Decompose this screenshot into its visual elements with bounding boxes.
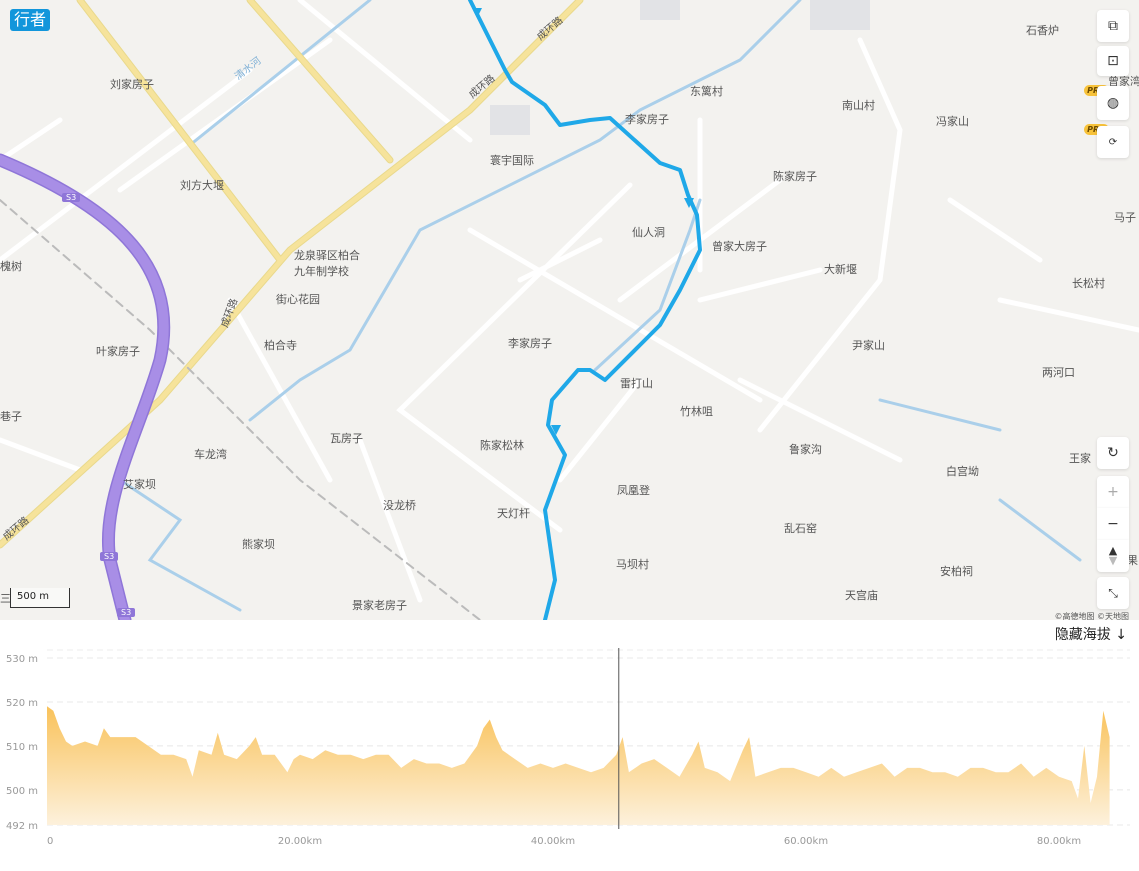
place-label: 景家老房子 [352, 599, 407, 612]
place-label: 王家 [1069, 452, 1091, 465]
pro-badge: PRO [1084, 124, 1109, 135]
place-label: 两河口 [1042, 366, 1075, 379]
place-label: 果 [1127, 554, 1138, 567]
minus-icon: − [1107, 516, 1119, 532]
elevation-panel: 隐藏海拔 ↓ 530 m 520 m 510 m 500 m 492 m 0 20.00km… [0, 620, 1139, 867]
zoom-in-button[interactable]: + [1097, 476, 1129, 508]
y-tick-label: 530 m [6, 654, 38, 665]
credit-amap: ©高德地图 [1054, 612, 1095, 620]
compass-button[interactable]: ▲ ▼ [1097, 540, 1129, 572]
x-tick-label: 40.00km [531, 836, 575, 847]
place-label: 仙人洞 [632, 226, 665, 239]
place-label: 石香炉 [1026, 24, 1059, 37]
place-label: 槐树 [0, 260, 22, 273]
elevation-chart[interactable]: 530 m 520 m 510 m 500 m 492 m 0 20.00km 40.00km… [0, 620, 1139, 867]
place-label: 李家房子 [508, 337, 552, 350]
place-label: 天宫庙 [845, 589, 878, 602]
plus-icon: + [1107, 484, 1119, 500]
reset-rotation-button[interactable]: ↻ [1097, 437, 1129, 469]
place-label: 曾家湾 [1108, 75, 1139, 88]
place-label: 柏合寺 [264, 339, 297, 352]
y-tick-label: 520 m [6, 698, 38, 709]
reset-rotation-icon: ↻ [1107, 445, 1119, 461]
map-canvas [0, 0, 1139, 620]
map-credits: ©高德地图 ©天地图 [1054, 611, 1129, 620]
place-label: 安柏祠 [940, 565, 973, 578]
x-tick-label: 80.00km [1037, 836, 1081, 847]
layers-button[interactable]: ⧉ [1097, 10, 1129, 42]
y-tick-label: 510 m [6, 742, 38, 753]
place-label: 叶家房子 [96, 345, 140, 358]
y-tick-label: 500 m [6, 786, 38, 797]
place-label: 瓦房子 [330, 432, 363, 445]
route-direction-arrows [472, 8, 694, 435]
place-label: 冯家山 [936, 115, 969, 128]
expressway-shield: S3 [100, 552, 119, 561]
feedback-icon: ⊡ [1107, 53, 1119, 69]
place-label: 白宫坳 [946, 465, 979, 478]
place-label: 竹林咀 [680, 405, 713, 418]
globe-icon: ◍ [1106, 95, 1120, 111]
place-label: 刘方大堰 [180, 179, 224, 192]
place-label: 马子 [1114, 211, 1136, 224]
3d-rotate-icon: ⟳ [1108, 136, 1118, 148]
globe-button[interactable]: ◍ [1097, 86, 1129, 120]
collapse-icon: ⤡ [1108, 585, 1118, 600]
place-label: 三 [0, 592, 11, 605]
place-label: 寰宇国际 [490, 154, 534, 167]
place-label: 陈家松林 [480, 439, 524, 452]
place-label: 熊家坝 [242, 538, 275, 551]
place-label: 没龙桥 [383, 499, 416, 512]
place-label: 南山村 [842, 99, 875, 112]
place-label: 马坝村 [616, 558, 649, 571]
pro-badge: PRO [1084, 85, 1109, 96]
3d-view-button[interactable]: ⟳ [1097, 126, 1129, 158]
place-label: 鲁家沟 [789, 443, 822, 456]
place-label: 东篱村 [690, 85, 723, 98]
scale-bar: 500 m [10, 588, 70, 608]
compass-icon: ▲ ▼ [1108, 544, 1118, 567]
feedback-button[interactable]: ⊡ [1097, 46, 1129, 76]
x-tick-label: 60.00km [784, 836, 828, 847]
place-label: 车龙湾 [194, 448, 227, 461]
place-label: 龙泉驿区柏合 [294, 249, 360, 262]
fullscreen-button[interactable]: ⤡ [1097, 577, 1129, 609]
place-label: 艾家坝 [123, 478, 156, 491]
place-label: 乱石窑 [784, 522, 817, 535]
x-tick-label: 20.00km [278, 836, 322, 847]
place-label: 大新堰 [824, 263, 857, 276]
expressway-shield: S3 [117, 608, 136, 617]
place-label: 刘家房子 [110, 78, 154, 91]
hide-elevation-toggle[interactable]: 隐藏海拔 ↓ [1054, 627, 1127, 643]
place-label: 天灯杆 [497, 507, 530, 520]
place-label: 雷打山 [620, 377, 653, 390]
place-label: 九年制学校 [294, 265, 349, 278]
app-logo: 行者 [10, 9, 51, 31]
expressway-shield: S3 [62, 193, 81, 202]
place-label: 凤凰登 [617, 484, 650, 497]
elevation-area [47, 706, 1110, 825]
place-label: 曾家大房子 [712, 240, 767, 253]
layers-icon: ⧉ [1108, 18, 1118, 34]
y-tick-label: 492 m [6, 821, 38, 832]
place-label: 陈家房子 [773, 170, 817, 183]
credit-tianditu: ©天地图 [1097, 612, 1129, 620]
place-label: 街心花园 [276, 293, 320, 306]
place-label: 长松村 [1072, 277, 1105, 290]
x-tick-label: 0 [47, 836, 53, 847]
zoom-out-button[interactable]: − [1097, 508, 1129, 540]
place-label: 尹家山 [852, 339, 885, 352]
map-view[interactable]: 刘家房子刘方大堰龙泉驿区柏合 九年制学校街心花园柏合寺 叶家房子 槐树巷子车龙湾艾家坝… [0, 0, 1139, 620]
place-label: 李家房子 [625, 113, 669, 126]
place-label: 巷子 [0, 410, 22, 423]
